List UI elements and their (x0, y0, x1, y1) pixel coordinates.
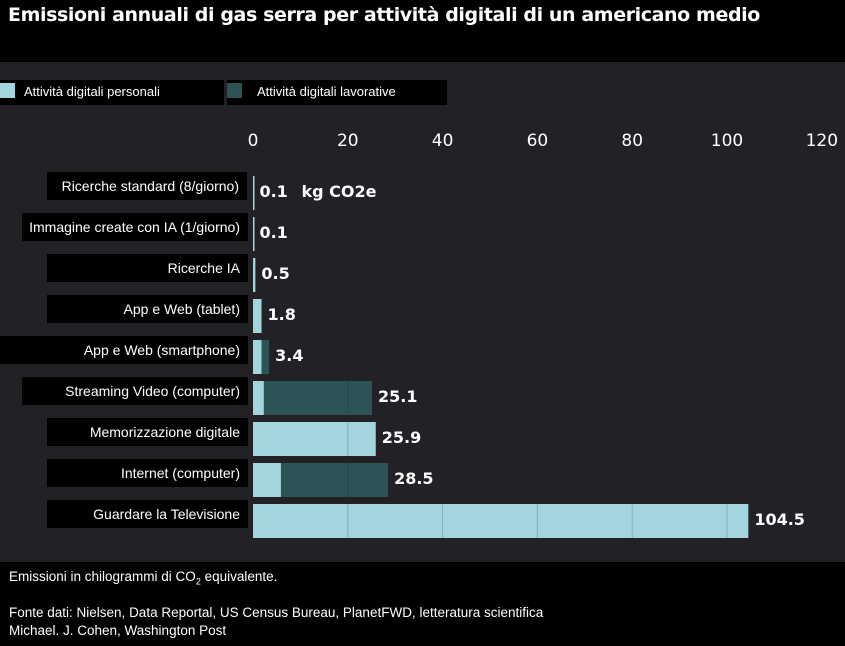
bar-segment (261, 340, 270, 374)
bar-segment (253, 176, 255, 210)
footer-note: Emissioni in chilogrammi di CO2 equivale… (9, 569, 277, 587)
category-label: Guardare la Televisione (93, 506, 240, 522)
legend-label-work: Attività digitali lavorative (257, 84, 396, 99)
x-tick-label: 60 (527, 131, 549, 151)
category-label: App e Web (tablet) (124, 301, 240, 317)
category-label-box (47, 459, 248, 487)
legend-swatch-personal (0, 83, 15, 98)
bar-segment (253, 340, 262, 374)
category-label-box (47, 295, 248, 323)
x-tick-label: 100 (711, 131, 743, 151)
value-label: 25.9 (382, 428, 421, 447)
category-label-box (47, 418, 248, 446)
bar-segment (253, 217, 255, 251)
category-label: Memorizzazione digitale (90, 424, 240, 440)
category-label: App e Web (smartphone) (84, 342, 240, 358)
bar-segment (253, 258, 256, 292)
chart-title: Emissioni annuali di gas serra per attiv… (8, 4, 760, 26)
bar-segment (253, 463, 281, 497)
bar-segment (253, 422, 376, 456)
category-label: Ricerche IA (168, 260, 241, 276)
category-label-box (22, 377, 248, 405)
category-label: Internet (computer) (121, 465, 240, 481)
footer-note-text: Emissioni in chilogrammi di CO (9, 569, 196, 584)
legend-item-personal: Attività digitali personali (0, 80, 224, 105)
category-label-box (47, 254, 248, 282)
unit-annotation: kg CO2e (301, 182, 376, 201)
footer-note-suffix: equivalente. (200, 569, 278, 584)
category-label: Immagine create con IA (1/giorno) (29, 219, 240, 235)
x-tick-label: 80 (621, 131, 643, 151)
category-label-box (47, 172, 247, 200)
category-label-box (47, 500, 248, 528)
value-label: 104.5 (754, 510, 805, 529)
x-tick-label: 40 (432, 131, 454, 151)
value-label: 28.5 (394, 469, 433, 488)
category-label-box (0, 336, 248, 364)
value-label: 0.1 (259, 223, 287, 242)
value-label: 1.8 (268, 305, 296, 324)
footer-credit: Michael. J. Cohen, Washington Post (9, 623, 227, 638)
legend-item-work: Attività digitali lavorative (227, 80, 447, 105)
bar-segment (263, 381, 372, 415)
title-bar: Emissioni annuali di gas serra per attiv… (0, 0, 825, 60)
footer: Emissioni in chilogrammi di CO2 equivale… (0, 562, 845, 646)
value-label: 3.4 (275, 346, 303, 365)
bar-segment (253, 299, 262, 333)
x-tick-label: 0 (248, 131, 259, 151)
bar-segment (253, 381, 264, 415)
x-tick-label: 20 (337, 131, 359, 151)
x-tick-label: 120 (806, 131, 838, 151)
bar-chart: 0 20 40 60 80 100 120 Ricerche standard (8/gior… (0, 131, 838, 538)
legend-swatch-work (227, 83, 242, 98)
value-label: 0.1 (259, 182, 287, 201)
category-label: Streaming Video (computer) (65, 383, 240, 399)
category-label: Ricerche standard (8/giorno) (62, 178, 239, 194)
legend-label-personal: Attività digitali personali (24, 84, 160, 99)
footer-note-subscript: 2 (195, 576, 201, 587)
category-label-box (22, 213, 248, 241)
value-label: 25.1 (378, 387, 417, 406)
bar-segment (280, 463, 389, 497)
bar-segment (253, 504, 749, 538)
value-label: 0.5 (261, 264, 289, 283)
footer-source: Fonte dati: Nielsen, Data Reportal, US C… (9, 605, 544, 620)
